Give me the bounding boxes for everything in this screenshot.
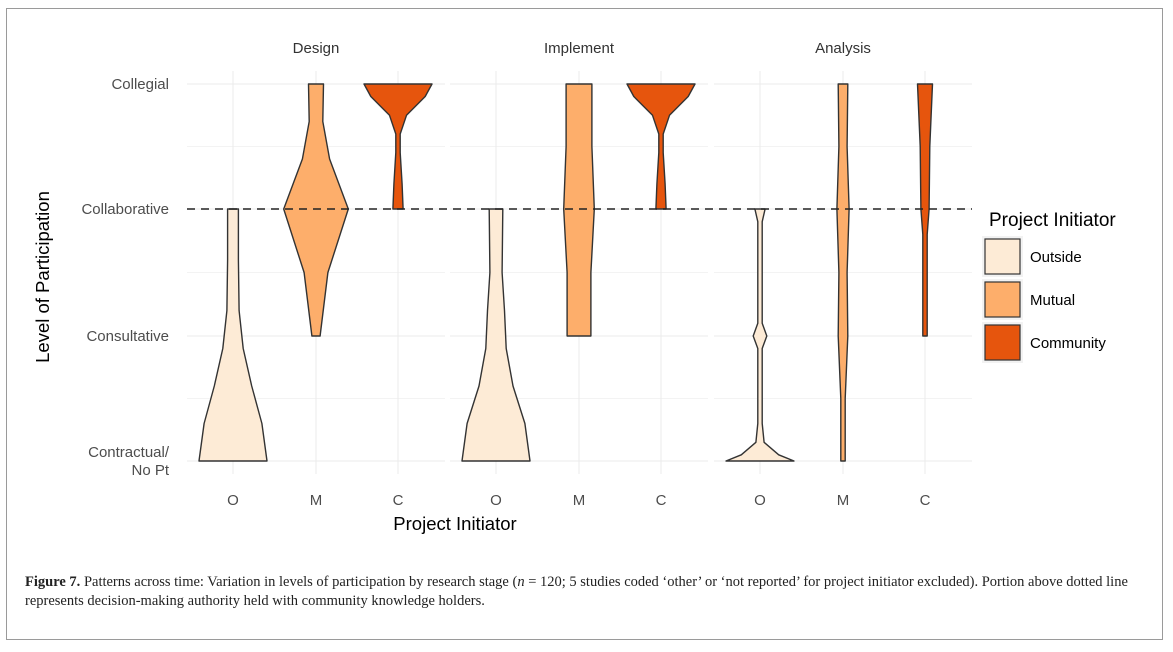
x-tick-label-implement-o: O [490,492,502,509]
y-tick-label-collaborative: Collaborative [81,201,169,218]
violin-implement-m [563,83,595,337]
panel-title-implement: Implement [544,40,615,57]
violin-analysis-c [916,83,934,337]
violin-implement-c [626,83,696,210]
x-tick-label-design-m: M [310,492,323,509]
y-axis-title: Level of Participation [32,191,53,363]
legend-swatch-mutual [984,281,1021,318]
caption-n: n [517,574,525,590]
y-tick-label-collegial: Collegial [111,76,169,93]
x-tick-label-analysis-m: M [837,492,850,509]
figure-frame: Design Implement Analysis Contractual/No Pt… [6,8,1163,640]
y-tick-label-contractual: Contractual/No Pt [88,444,170,479]
caption-text-2: = 120; 5 studies coded ‘other’ or ‘not r… [25,574,1128,609]
violin-design-m [283,83,349,337]
panel-title-design: Design [293,40,340,57]
legend-label-mutual: Mutual [1030,292,1075,309]
x-tick-label-implement-m: M [573,492,586,509]
x-tick-label-design-c: C [393,492,404,509]
x-tick-label-design-o: O [227,492,239,509]
violin-analysis-o [725,208,795,462]
legend-label-community: Community [1030,335,1106,352]
violin-implement-o [461,208,531,462]
violin-design-o [198,208,268,462]
x-tick-label-analysis-c: C [920,492,931,509]
caption-text-1: Patterns across time: Variation in level… [80,574,518,590]
legend-label-outside: Outside [1030,249,1082,266]
legend-swatch-community [984,324,1021,361]
x-tick-label-analysis-o: O [754,492,766,509]
y-tick-label-consultative: Consultative [86,328,169,345]
x-axis-title: Project Initiator [393,513,516,534]
violin-chart: Design Implement Analysis Contractual/No Pt… [32,40,1116,534]
violin-analysis-m [836,83,850,462]
panel-title-analysis: Analysis [815,40,871,57]
legend-swatch-outside [984,238,1021,275]
caption-label: Figure 7. [25,574,81,590]
legend-title: Project Initiator [989,210,1116,231]
violin-design-c [363,83,433,210]
x-tick-label-implement-c: C [656,492,667,509]
figure-caption: Figure 7. Patterns across time: Variatio… [25,573,1155,611]
